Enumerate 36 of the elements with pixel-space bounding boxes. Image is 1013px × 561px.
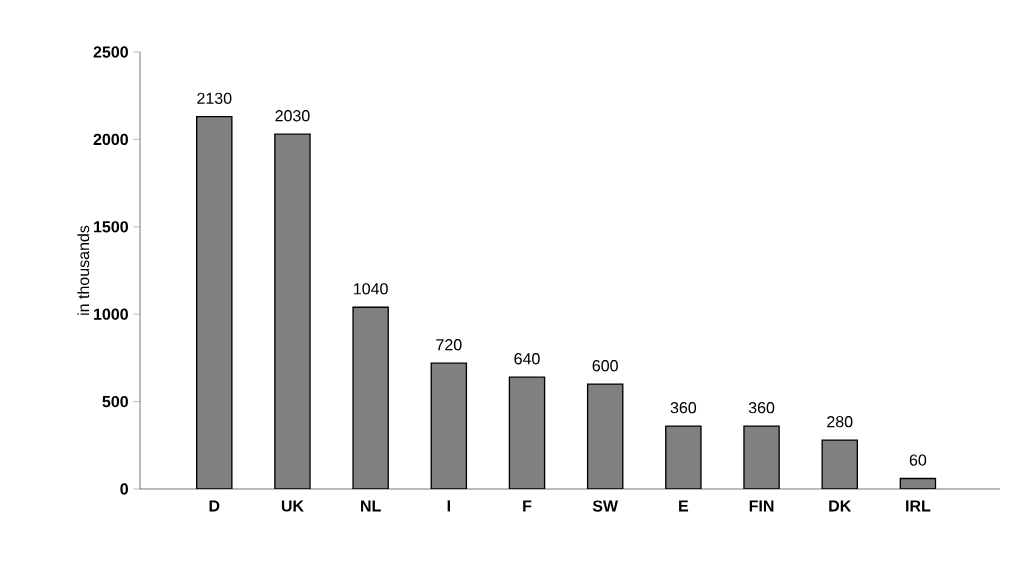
x-tick-label: NL [361,500,381,512]
bar [274,133,311,489]
data-label: 360 [670,402,697,414]
y-tick-label: 1000 [94,308,128,320]
bar [665,425,702,489]
bar [430,362,468,489]
x-tick-label: F [523,500,532,512]
x-tick-label: DK [829,500,852,512]
x-tick-label: D [209,500,220,512]
x-tick-label: E [679,500,689,512]
x-tick-label: FIN [749,500,774,512]
bar [196,116,233,489]
y-tick-label: 500 [102,395,128,408]
data-label: 640 [514,353,540,365]
x-tick-label: I [447,500,450,512]
data-label: 60 [909,454,927,466]
data-label: 280 [827,416,853,428]
data-label: 600 [592,360,618,372]
data-label: 720 [436,339,462,351]
y-tick-label: 0 [120,483,128,495]
bar [821,439,858,489]
bar [508,376,546,489]
data-label: 1040 [354,283,388,295]
x-tick-label: SW [592,500,619,512]
y-tick-label: 1500 [94,221,128,233]
bar [352,306,389,489]
x-tick-label: IRL [906,500,931,512]
y-tick-label: 2500 [93,46,128,58]
data-label: 2130 [197,92,232,104]
bar [586,383,624,489]
y-axis-title: in thousands [77,225,90,315]
data-label: 2030 [275,110,310,122]
y-tick-label: 2000 [93,133,128,146]
bar [743,425,780,489]
data-label: 360 [748,402,775,414]
x-tick-label: UK [281,500,304,512]
